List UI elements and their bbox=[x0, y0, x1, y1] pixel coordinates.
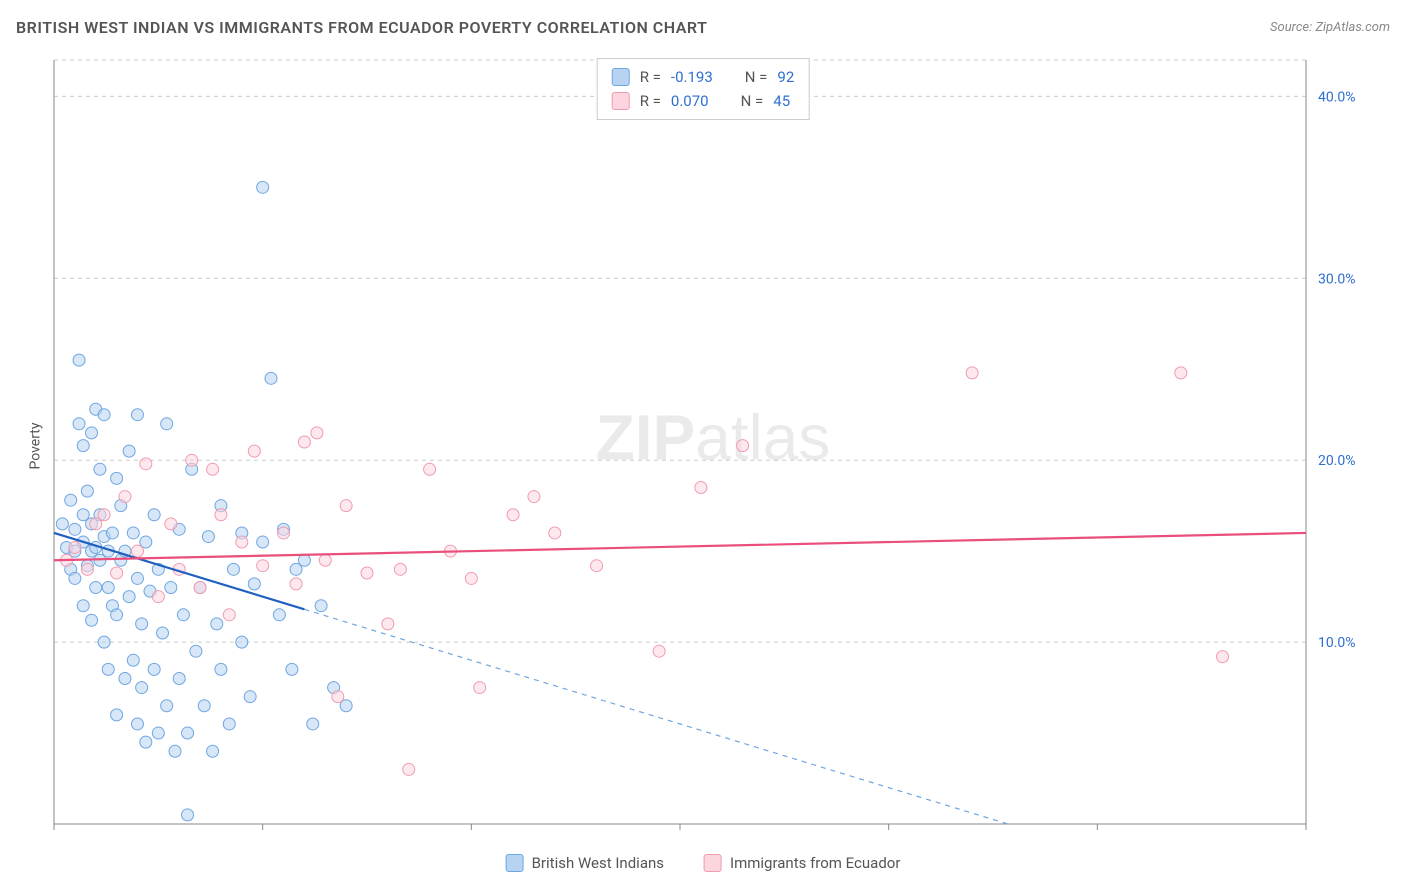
svg-text:30.0%: 30.0% bbox=[1318, 271, 1356, 287]
source-value: ZipAtlas.com bbox=[1315, 20, 1390, 35]
y-axis-label: Poverty bbox=[28, 422, 44, 469]
svg-text:40.0%: 40.0% bbox=[1318, 89, 1356, 105]
n-value-series2: 45 bbox=[773, 89, 790, 113]
chart-title: BRITISH WEST INDIAN VS IMMIGRANTS FROM E… bbox=[16, 18, 707, 37]
chart-header: BRITISH WEST INDIAN VS IMMIGRANTS FROM E… bbox=[16, 18, 1390, 37]
swatch-series1 bbox=[612, 68, 630, 86]
legend-label-series2: Immigrants from Ecuador bbox=[730, 854, 900, 872]
svg-text:ZIPatlas: ZIPatlas bbox=[596, 402, 831, 474]
n-value-series1: 92 bbox=[777, 65, 794, 89]
stats-row-series1: R = -0.193 N = 92 bbox=[612, 65, 795, 89]
chart-plot-area: ZIPatlas0.0%30.0%10.0%20.0%30.0%40.0% bbox=[50, 56, 1376, 832]
series-legend: British West Indians Immigrants from Ecu… bbox=[506, 854, 901, 872]
legend-item-series2: Immigrants from Ecuador bbox=[704, 854, 900, 872]
legend-label-series1: British West Indians bbox=[532, 854, 664, 872]
swatch-series1 bbox=[506, 854, 524, 872]
r-label: R = bbox=[640, 65, 661, 89]
swatch-series2 bbox=[704, 854, 722, 872]
legend-item-series1: British West Indians bbox=[506, 854, 664, 872]
svg-text:10.0%: 10.0% bbox=[1318, 635, 1356, 651]
r-label: R = bbox=[640, 89, 661, 113]
swatch-series2 bbox=[612, 92, 630, 110]
n-label: N = bbox=[745, 65, 768, 89]
n-label: N = bbox=[741, 89, 764, 113]
stats-row-series2: R = 0.070 N = 45 bbox=[612, 89, 795, 113]
scatter-plot-svg: ZIPatlas0.0%30.0%10.0%20.0%30.0%40.0% bbox=[50, 56, 1376, 832]
svg-text:20.0%: 20.0% bbox=[1318, 453, 1356, 469]
source-label: Source: bbox=[1270, 20, 1312, 35]
r-value-series1: -0.193 bbox=[671, 65, 713, 89]
r-value-series2: 0.070 bbox=[671, 89, 709, 113]
source-attribution: Source: ZipAtlas.com bbox=[1270, 20, 1390, 35]
correlation-stats-box: R = -0.193 N = 92 R = 0.070 N = 45 bbox=[597, 58, 810, 120]
